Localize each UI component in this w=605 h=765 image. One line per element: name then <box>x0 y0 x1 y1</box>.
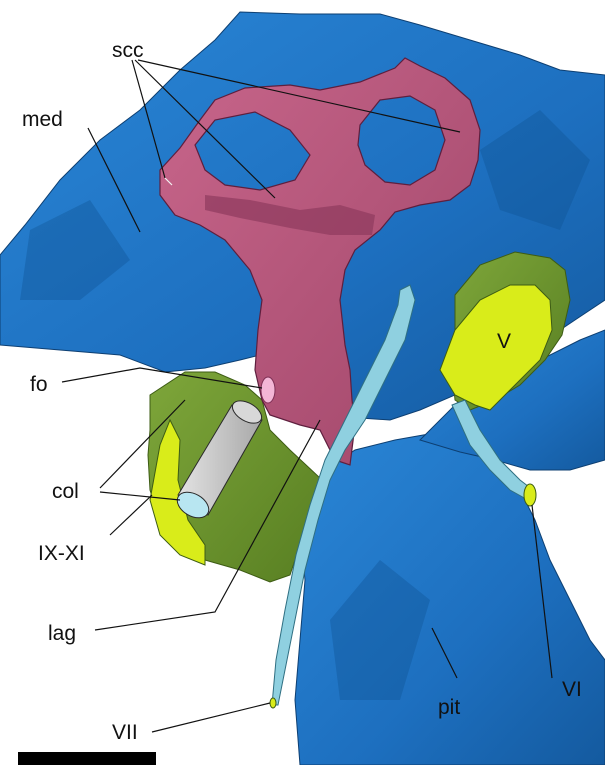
label-pit: pit <box>438 696 460 719</box>
leader-lines <box>61 59 553 733</box>
trigeminal-foramen <box>439 284 553 411</box>
inner-ear-labyrinth <box>159 57 481 466</box>
facial-nerve <box>271 284 416 706</box>
facial-nerve-tip <box>269 697 277 709</box>
abducens-nerve-tip <box>523 483 537 507</box>
label-vi: VI <box>562 678 582 701</box>
scale-bar <box>18 752 156 765</box>
label-vii: VII <box>112 721 138 744</box>
ix-xi-foramen <box>149 418 206 566</box>
columella <box>176 400 263 519</box>
label-fo: fo <box>30 373 48 396</box>
label-v: V <box>497 330 511 353</box>
label-ix-xi: IX-XI <box>38 542 85 565</box>
label-col: col <box>52 480 79 503</box>
pituitary-bone <box>294 431 605 765</box>
canal-ridge <box>205 195 375 235</box>
label-scc: scc <box>112 39 144 62</box>
fenestra-ovalis <box>260 376 276 404</box>
bone-shading <box>20 110 590 700</box>
label-lag: lag <box>48 622 76 645</box>
label-med: med <box>22 108 63 131</box>
